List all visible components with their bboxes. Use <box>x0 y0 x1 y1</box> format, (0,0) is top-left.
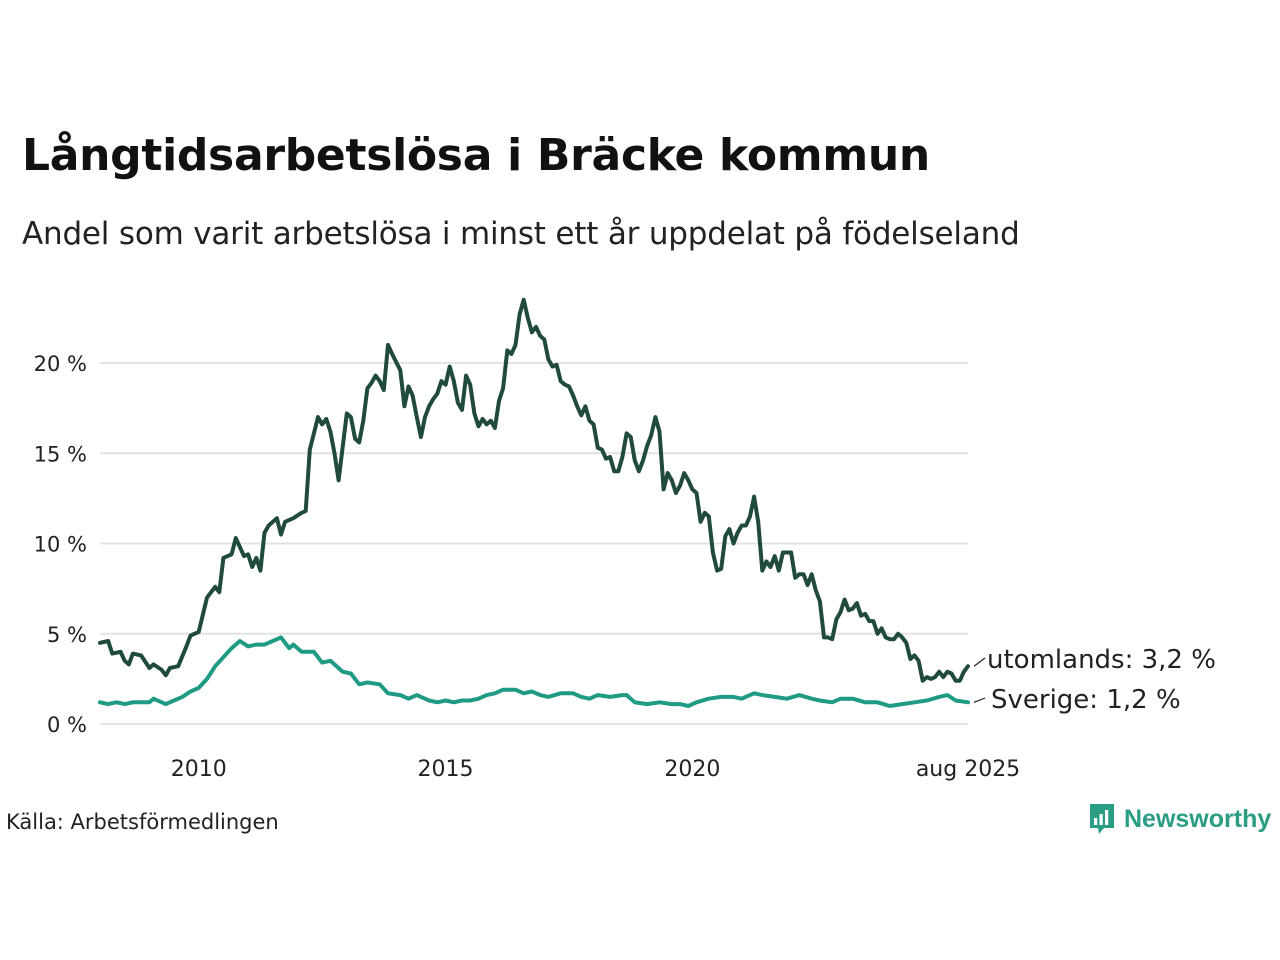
end-label-connector <box>973 657 986 667</box>
x-axis-ticks: 2010 2015 2020 aug 2025 <box>171 757 1020 782</box>
gridlines <box>100 362 968 725</box>
x-tick-label: 2015 <box>418 757 474 782</box>
x-tick-label: 2020 <box>664 757 720 782</box>
x-tick-label: aug 2025 <box>916 757 1020 782</box>
source-note: Källa: Arbetsförmedlingen <box>6 810 279 834</box>
end-label-utomlands: utomlands: 3,2 % <box>987 645 1216 675</box>
chart-subtitle: Andel som varit arbetslösa i minst ett å… <box>22 216 1020 252</box>
y-axis-ticks: 0 % 5 % 10 % 15 % 20 % <box>34 352 87 737</box>
y-tick-label: 20 % <box>34 352 87 376</box>
chart-title: Långtidsarbetslösa i Bräcke kommun <box>22 130 930 181</box>
newsworthy-logo-icon <box>1090 804 1114 834</box>
series-lines <box>98 297 970 708</box>
brand-logo[interactable]: Newsworthy <box>1088 802 1271 836</box>
x-tick-label: 2010 <box>171 757 227 782</box>
end-label-connector <box>973 697 986 703</box>
brand-name: Newsworthy <box>1124 804 1272 833</box>
y-tick-label: 10 % <box>34 533 87 557</box>
y-tick-label: 15 % <box>34 442 87 466</box>
series-line-sverige <box>98 635 970 708</box>
end-labels: utomlands: 3,2 % Sverige: 1,2 % <box>973 645 1216 715</box>
y-tick-label: 0 % <box>47 713 87 737</box>
end-label-sverige: Sverige: 1,2 % <box>991 685 1181 715</box>
series-line-utomlands <box>98 297 970 683</box>
y-tick-label: 5 % <box>47 623 87 647</box>
